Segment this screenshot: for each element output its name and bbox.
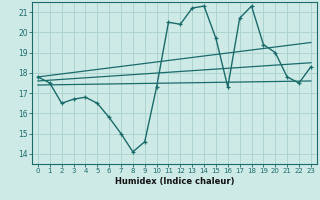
X-axis label: Humidex (Indice chaleur): Humidex (Indice chaleur) [115,177,234,186]
